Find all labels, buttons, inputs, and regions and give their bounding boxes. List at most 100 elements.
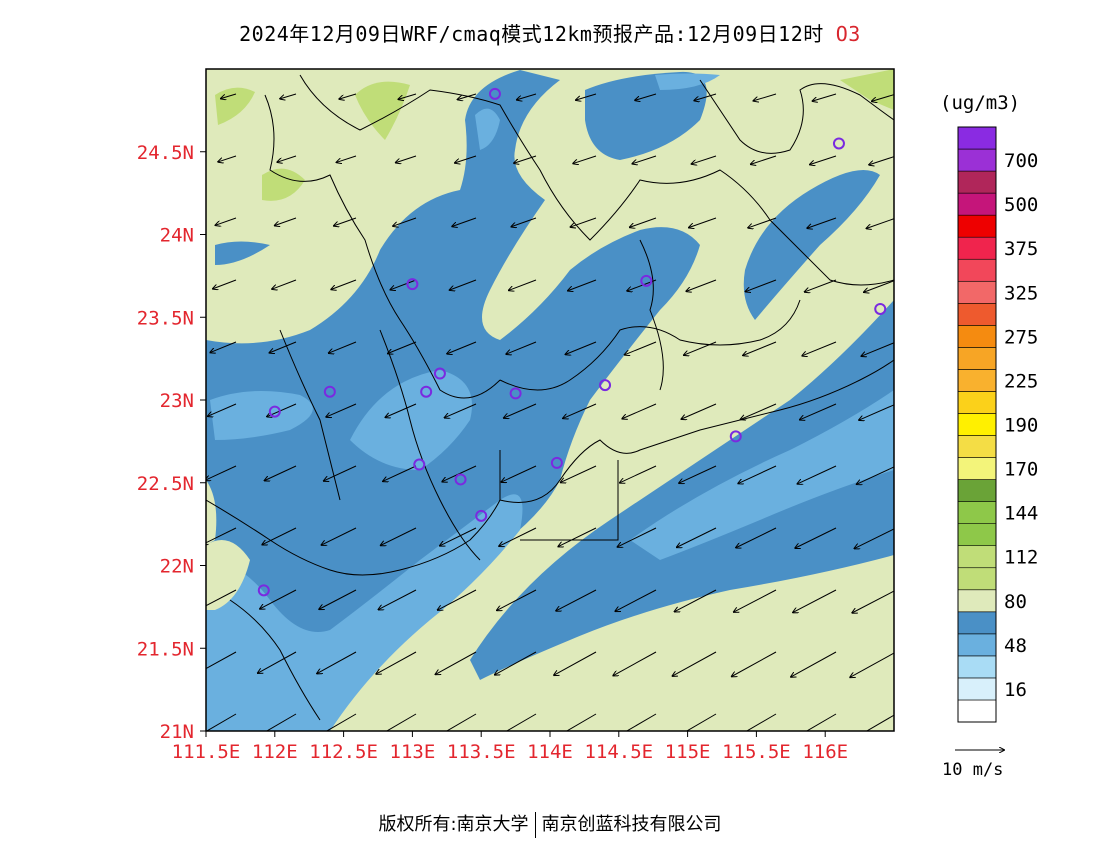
- field-level-48-80: [743, 170, 880, 320]
- colorbar-label: 80: [1004, 591, 1027, 613]
- wind-arrow: [511, 217, 537, 227]
- wind-arrow: [694, 93, 717, 101]
- wind-arrow: [869, 156, 894, 165]
- station-marker: [454, 473, 467, 486]
- wind-arrow: [751, 155, 777, 164]
- lat-axis: 21N 21.5N 22N 22.5N 23N 23.5N 24N 24.5N: [137, 142, 206, 743]
- colorbar-label: 225: [1004, 370, 1038, 392]
- colorbar-segment: [957, 501, 997, 524]
- wind-arrow: [734, 589, 777, 612]
- colorbar-segment: [957, 589, 997, 613]
- wind-arrow: [386, 403, 417, 417]
- wind-arrow: [867, 218, 894, 228]
- wind-arrow: [692, 155, 717, 164]
- station-marker: [729, 430, 742, 443]
- wind-arrow: [221, 93, 237, 99]
- lat-tick-label: 24.5N: [137, 142, 194, 164]
- wind-arrow: [393, 217, 417, 226]
- wind-arrow: [326, 403, 357, 417]
- wind-arrow: [213, 279, 237, 289]
- wind-arrow: [388, 341, 417, 353]
- wind-arrow: [258, 651, 297, 673]
- title-text: 2024年12月09日WRF/cmaq模式12km预报产品:12月09日12时: [239, 22, 824, 46]
- wind-arrow: [798, 465, 837, 484]
- station-marker: [268, 405, 281, 418]
- colorbar-label: 170: [1004, 459, 1038, 481]
- wind-arrow: [329, 341, 357, 353]
- wind-arrow: [859, 404, 894, 420]
- lat-tick-label: 24N: [160, 225, 194, 247]
- wind-arrow: [504, 403, 537, 418]
- lon-tick-label: 114.5E: [584, 741, 653, 763]
- wind-arrow: [260, 589, 297, 609]
- station-marker: [874, 302, 887, 315]
- map-title: 2024年12月09日WRF/cmaq模式12km预报产品:12月09日12时 O…: [0, 18, 1100, 47]
- station-marker: [488, 87, 501, 100]
- lon-tick-label: 111.5E: [172, 741, 241, 763]
- colorbar-label: 144: [1004, 503, 1038, 525]
- colorbar-segment: [957, 567, 997, 591]
- wind-arrow: [208, 403, 237, 416]
- wind-arrow: [445, 713, 477, 731]
- field-level-48-80: [215, 241, 270, 265]
- field-level-80-112: [206, 540, 250, 610]
- colorbar-label: 325: [1004, 282, 1038, 304]
- wind-reference-label: 10 m/s: [942, 760, 1004, 780]
- admin-boundaries: [206, 74, 894, 721]
- field-level-112-144: [262, 168, 305, 201]
- colorbar-label: 700: [1004, 150, 1038, 172]
- colorbar-segment: [957, 699, 997, 723]
- field-level-80-112: [206, 480, 217, 545]
- colorbar-segment: [957, 347, 997, 370]
- wind-arrow: [793, 589, 837, 612]
- lon-tick-label: 112.5E: [309, 741, 378, 763]
- colorbar-segment: [957, 214, 997, 238]
- wind-arrow: [736, 527, 777, 548]
- colorbar-label: 112: [1004, 547, 1038, 569]
- wind-arrow: [802, 341, 837, 356]
- monitoring-stations: [257, 87, 887, 597]
- colorbar-segment: [957, 677, 997, 701]
- wind-arrow: [319, 589, 357, 609]
- lon-tick-label: 115.5E: [722, 741, 791, 763]
- wind-arrow: [280, 93, 297, 99]
- station-marker: [832, 137, 845, 150]
- colorbar-unit: (ug/m3): [940, 92, 1021, 114]
- colorbar-segment: [957, 280, 997, 304]
- copyright-left: 版权所有:南京大学: [378, 814, 529, 835]
- copyright-separator: [534, 812, 536, 838]
- wind-arrow: [568, 279, 597, 291]
- wind-arrow: [339, 93, 357, 99]
- colorbar-segment: [957, 192, 997, 216]
- lon-axis: 111.5E 112E 112.5E 113E 113.5E 114E 114.5E 115E…: [172, 731, 848, 763]
- wind-arrow: [505, 713, 537, 731]
- wind-arrow: [206, 589, 237, 608]
- wind-arrow: [571, 217, 597, 227]
- wind-arrow: [743, 341, 777, 355]
- station-marker: [509, 387, 522, 400]
- wind-arrow: [216, 217, 237, 225]
- wind-arrow: [324, 465, 357, 481]
- station-marker: [420, 385, 433, 398]
- wind-arrow: [679, 465, 717, 483]
- wind-arrow: [455, 155, 477, 163]
- wind-arrow: [576, 93, 597, 100]
- wind-arrow: [381, 527, 417, 545]
- field-level-112-144: [355, 81, 410, 140]
- wind-arrow: [852, 590, 894, 613]
- wind-arrow: [331, 279, 357, 289]
- wind-arrow: [630, 217, 657, 227]
- wind-arrow: [497, 589, 537, 610]
- wind-arrow: [502, 465, 537, 482]
- lon-tick-label: 115E: [665, 741, 711, 763]
- wind-arrow: [322, 527, 357, 545]
- field-level-48-80: [585, 71, 707, 160]
- wind-arrow: [206, 713, 237, 731]
- colorbar-label: 16: [1004, 679, 1027, 701]
- colorbar-segment: [957, 435, 997, 458]
- wind-arrow: [800, 403, 837, 420]
- wind-arrow: [615, 589, 657, 611]
- wind-arrow: [265, 465, 297, 480]
- wind-arrow: [625, 341, 657, 355]
- field-level-16-48: [655, 73, 720, 90]
